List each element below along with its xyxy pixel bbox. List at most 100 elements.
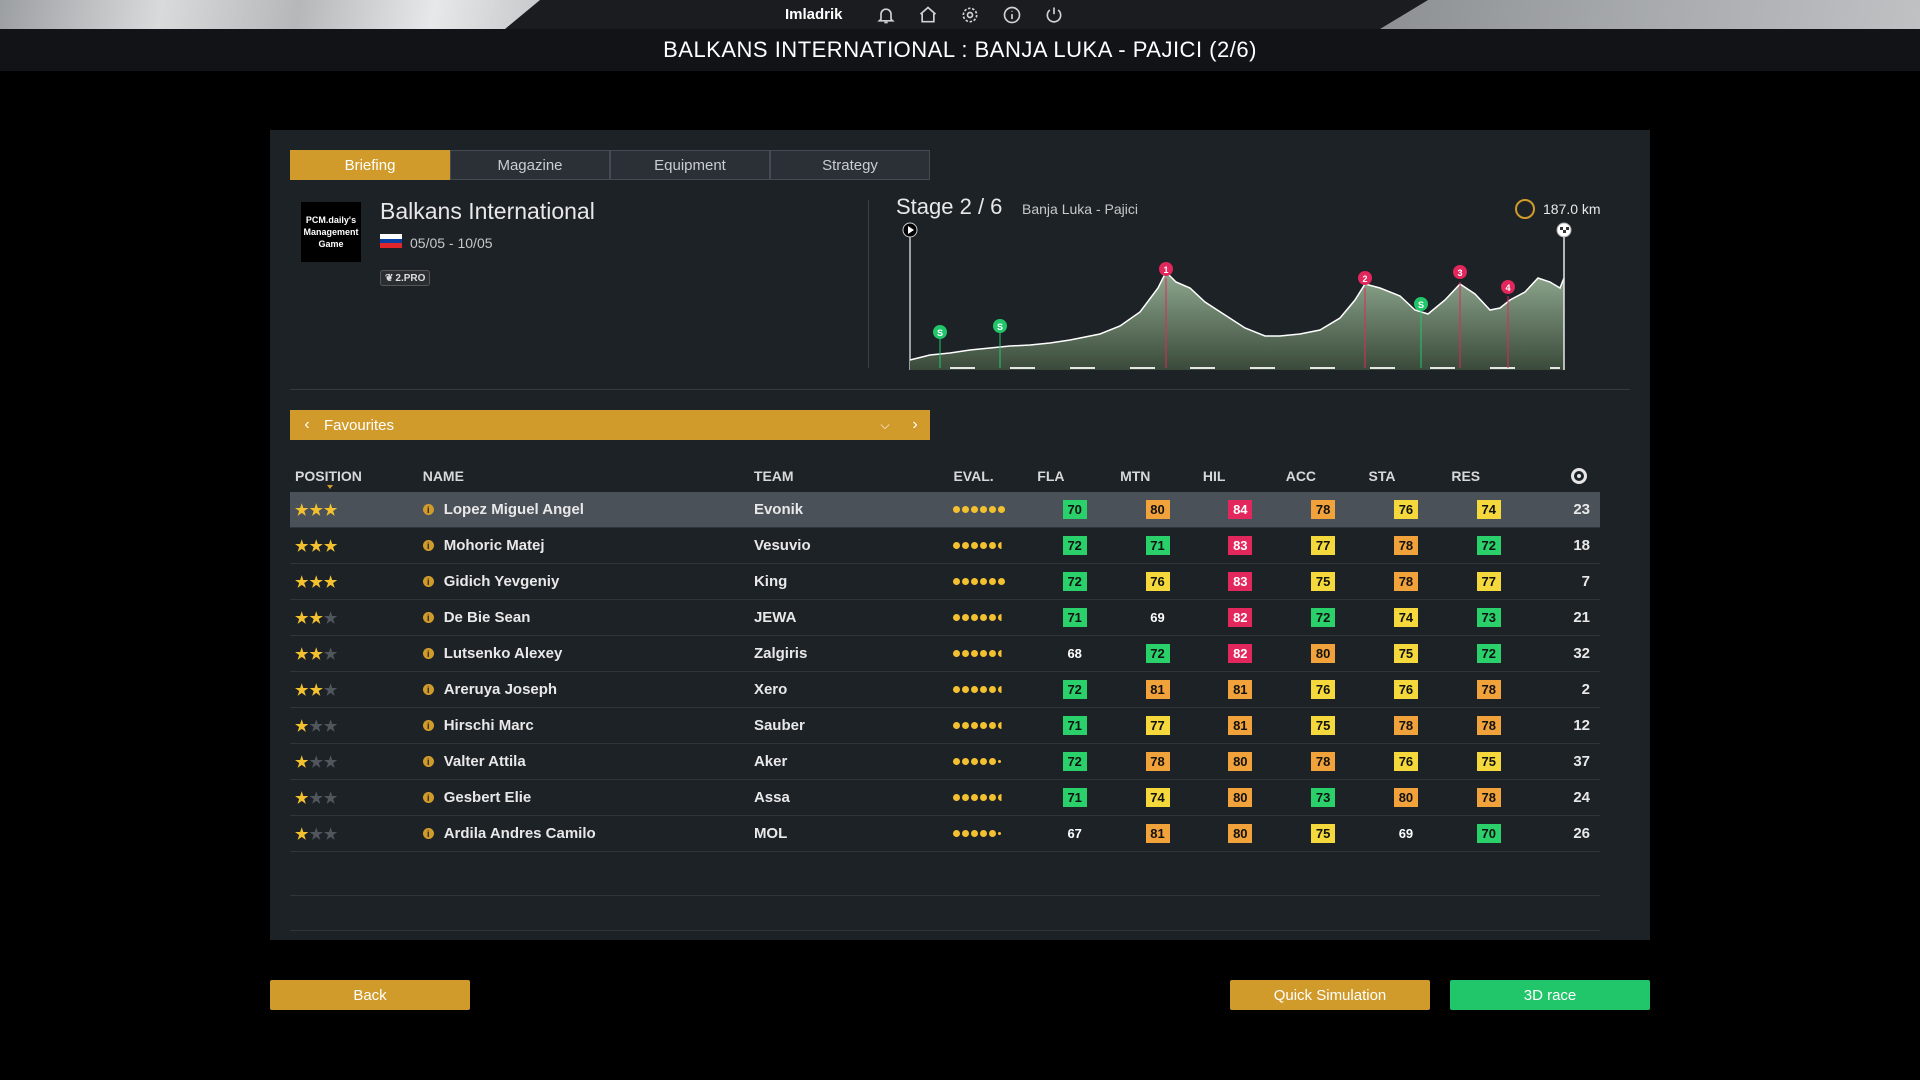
rider-name[interactable]: Mohoric Matej [443, 537, 545, 554]
tab-strategy[interactable]: Strategy [770, 150, 930, 180]
stat-badge: 76 [1393, 680, 1418, 699]
rider-name[interactable]: De Bie Sean [443, 609, 531, 626]
gear-icon[interactable] [959, 4, 981, 26]
rating-stars-icon: ★★★ [295, 681, 339, 699]
climb-marker: 3 [1453, 265, 1467, 368]
home-icon[interactable] [917, 4, 939, 26]
chevron-right-icon[interactable]: › [912, 416, 918, 433]
cell-res: 72 [1447, 644, 1530, 663]
tab-magazine[interactable]: Magazine [450, 150, 610, 180]
rider-info-icon[interactable]: i [422, 684, 434, 695]
rider-name[interactable]: Lutsenko Alexey [443, 645, 563, 662]
sprint-label: S [1418, 300, 1424, 310]
table-row[interactable]: ★★★ i Mohoric Matej Vesuvio 72 71 83 77 78 72 18 [290, 528, 1600, 564]
stat-badge: 80 [1145, 500, 1170, 519]
back-button[interactable]: Back [270, 980, 470, 1010]
bell-icon[interactable] [875, 4, 897, 26]
eval-dots-icon [953, 506, 1033, 513]
col-fla[interactable]: FLA [1037, 468, 1065, 484]
cell-number: 18 [1573, 537, 1591, 554]
race-3d-button[interactable]: 3D race [1450, 980, 1650, 1010]
stat-badge: 76 [1393, 500, 1418, 519]
elevation-outline [909, 270, 1565, 361]
table-row[interactable]: ★★★ i Gidich Yevgeniy King 72 76 83 75 78 77 7 [290, 564, 1600, 600]
rider-name[interactable]: Hirschi Marc [443, 717, 534, 734]
rider-name[interactable]: Lopez Miguel Angel [443, 501, 584, 518]
cell-mtn: 72 [1116, 644, 1199, 663]
cell-fla: 71 [1033, 788, 1116, 807]
stat-badge: 72 [1062, 752, 1087, 771]
rider-name[interactable]: Areruya Joseph [443, 681, 558, 698]
sprint-marker: S [1414, 297, 1428, 368]
race-logo-text: PCM.daily's Management Game [303, 215, 359, 249]
rider-name[interactable]: Ardila Andres Camilo [443, 825, 596, 842]
stat-badge: 80 [1311, 644, 1336, 663]
stat-badge: 81 [1145, 824, 1170, 843]
stat-badge: 78 [1311, 500, 1336, 519]
username[interactable]: Imladrik [785, 6, 843, 23]
rider-info-icon[interactable]: i [422, 540, 434, 551]
cell-name: i De Bie Sean [422, 609, 754, 626]
eval-dots-icon [953, 686, 1033, 693]
rider-name[interactable]: Gesbert Elie [443, 789, 532, 806]
info-icon[interactable] [1001, 4, 1023, 26]
tab-briefing[interactable]: Briefing [290, 150, 450, 180]
col-sta[interactable]: STA [1368, 468, 1396, 484]
cell-hil: 84 [1199, 500, 1282, 519]
cell-eval [953, 686, 1033, 693]
rider-info-icon[interactable]: i [422, 504, 434, 515]
rider-info-icon[interactable]: i [422, 576, 434, 587]
stat-badge: 78 [1476, 788, 1501, 807]
table-row[interactable]: ★★★ i Areruya Joseph Xero 72 81 81 76 76 78 2 [290, 672, 1600, 708]
cell-sta: 78 [1365, 536, 1448, 555]
rider-info-icon[interactable]: i [422, 828, 434, 839]
rider-info-icon[interactable]: i [422, 756, 434, 767]
stat-badge: 80 [1393, 788, 1418, 807]
quick-simulation-button[interactable]: Quick Simulation [1230, 980, 1430, 1010]
table-row[interactable]: ★★★ i Valter Attila Aker 72 78 80 78 76 75 37 [290, 744, 1600, 780]
col-acc[interactable]: ACC [1285, 468, 1317, 484]
cell-res: 74 [1447, 500, 1530, 519]
table-row[interactable]: ★★★ i Ardila Andres Camilo MOL 67 81 80 75 69 70 2… [290, 816, 1600, 852]
stat-badge: 75 [1311, 572, 1336, 591]
rider-name[interactable]: Valter Attila [443, 753, 526, 770]
col-name[interactable]: NAME [422, 468, 464, 484]
tab-equipment[interactable]: Equipment [610, 150, 770, 180]
col-position[interactable]: POSITION [295, 468, 362, 484]
cell-mtn: 76 [1116, 572, 1199, 591]
col-res[interactable]: RES [1451, 468, 1481, 484]
cell-sta: 76 [1365, 752, 1448, 771]
table-row[interactable]: ★★★ i Lutsenko Alexey Zalgiris 68 72 82 80 75 72 3… [290, 636, 1600, 672]
cell-eval [953, 794, 1033, 801]
col-team[interactable]: TEAM [753, 468, 794, 484]
chevron-left-icon[interactable]: ‹ [304, 416, 310, 433]
cell-acc: 78 [1282, 752, 1365, 771]
filter-selector[interactable]: ‹ Favourites ⌵ › [290, 410, 930, 440]
stat-badge: 69 [1398, 826, 1414, 841]
briefing-panel: Briefing Magazine Equipment Strategy PCM… [270, 130, 1650, 940]
table-body: ★★★ i Lopez Miguel Angel Evonik 70 80 84 78 76 74… [290, 492, 1600, 852]
cell-acc: 77 [1282, 536, 1365, 555]
table-row[interactable]: ★★★ i Hirschi Marc Sauber 71 77 81 75 78 78 12 [290, 708, 1600, 744]
start-flag-icon [902, 222, 918, 238]
rider-info-icon[interactable]: i [422, 612, 434, 623]
page-title: BALKANS INTERNATIONAL : BANJA LUKA - PAJ… [663, 37, 1257, 62]
rider-info-icon[interactable]: i [422, 720, 434, 731]
cell-res: 73 [1447, 608, 1530, 627]
table-row[interactable]: ★★★ i Lopez Miguel Angel Evonik 70 80 84 78 76 74… [290, 492, 1600, 528]
chevron-down-icon[interactable]: ⌵ [880, 417, 890, 432]
cell-number: 7 [1581, 573, 1591, 590]
table-row[interactable]: ★★★ i De Bie Sean JEWA 71 69 82 72 74 73 21 [290, 600, 1600, 636]
col-hil[interactable]: HIL [1202, 468, 1226, 484]
col-number[interactable] [1530, 467, 1600, 485]
climb-marker: 1 [1159, 262, 1173, 368]
cell-res: 78 [1447, 680, 1530, 699]
col-mtn[interactable]: MTN [1120, 468, 1151, 484]
power-icon[interactable] [1043, 4, 1065, 26]
rider-info-icon[interactable]: i [422, 792, 434, 803]
col-eval[interactable]: EVAL. [953, 468, 994, 484]
rider-info-icon[interactable]: i [422, 648, 434, 659]
rider-name[interactable]: Gidich Yevgeniy [443, 573, 560, 590]
stage-label: Stage 2 / 6 [896, 194, 1003, 219]
table-row[interactable]: ★★★ i Gesbert Elie Assa 71 74 80 73 80 78 24 [290, 780, 1600, 816]
